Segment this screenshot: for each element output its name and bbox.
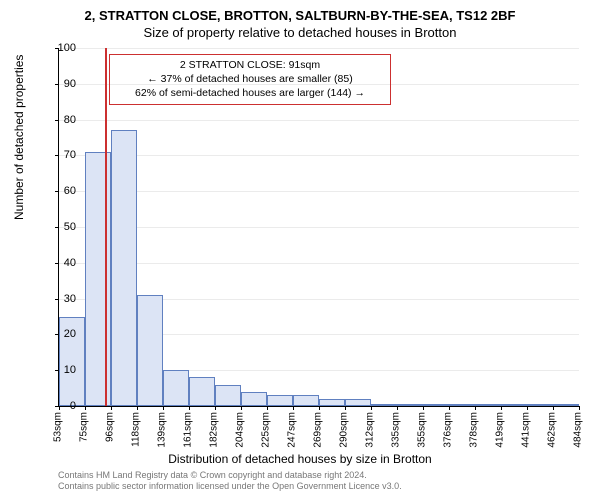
xtick-mark xyxy=(371,406,372,410)
xtick-label: 96sqm xyxy=(105,412,116,442)
histogram-bar xyxy=(215,385,241,406)
marker-vline xyxy=(105,48,107,406)
ytick-label: 10 xyxy=(46,364,76,376)
ytick-label: 60 xyxy=(46,185,76,197)
histogram-bar xyxy=(189,377,215,406)
gridline xyxy=(59,191,579,192)
xtick-mark xyxy=(137,406,138,410)
xtick-label: 335sqm xyxy=(391,412,402,448)
ytick-label: 70 xyxy=(46,149,76,161)
histogram-bar xyxy=(241,392,267,406)
xtick-label: 75sqm xyxy=(79,412,90,442)
y-axis-label: Number of detached properties xyxy=(12,55,26,220)
xtick-label: 462sqm xyxy=(547,412,558,448)
histogram-bar xyxy=(423,404,449,406)
xtick-label: 53sqm xyxy=(53,412,64,442)
xtick-mark xyxy=(163,406,164,410)
xtick-mark xyxy=(345,406,346,410)
xtick-label: 247sqm xyxy=(287,412,298,448)
x-axis-label: Distribution of detached houses by size … xyxy=(0,452,600,466)
gridline xyxy=(59,48,579,49)
xtick-mark xyxy=(319,406,320,410)
ytick-label: 80 xyxy=(46,114,76,126)
ytick-label: 40 xyxy=(46,257,76,269)
annotation-line: ← 37% of detached houses are smaller (85… xyxy=(116,72,384,86)
xtick-label: 484sqm xyxy=(573,412,584,448)
chart-footer: Contains HM Land Registry data © Crown c… xyxy=(58,470,402,493)
footer-line-2: Contains public sector information licen… xyxy=(58,481,402,492)
histogram-bar xyxy=(85,152,111,406)
histogram-bar xyxy=(163,370,189,406)
histogram-bar xyxy=(553,404,579,406)
xtick-label: 225sqm xyxy=(261,412,272,448)
xtick-mark xyxy=(215,406,216,410)
xtick-mark xyxy=(241,406,242,410)
xtick-label: 204sqm xyxy=(235,412,246,448)
chart-plot-area: 2 STRATTON CLOSE: 91sqm← 37% of detached… xyxy=(58,48,579,407)
xtick-mark xyxy=(501,406,502,410)
xtick-label: 161sqm xyxy=(183,412,194,448)
xtick-mark xyxy=(189,406,190,410)
ytick-label: 90 xyxy=(46,78,76,90)
histogram-bar xyxy=(111,130,137,406)
gridline xyxy=(59,227,579,228)
xtick-label: 312sqm xyxy=(365,412,376,448)
xtick-mark xyxy=(475,406,476,410)
histogram-bar xyxy=(319,399,345,406)
xtick-label: 376sqm xyxy=(443,412,454,448)
xtick-label: 378sqm xyxy=(469,412,480,448)
xtick-mark xyxy=(527,406,528,410)
xtick-mark xyxy=(293,406,294,410)
histogram-bar xyxy=(345,399,371,406)
xtick-mark xyxy=(85,406,86,410)
ytick-label: 30 xyxy=(46,293,76,305)
xtick-label: 182sqm xyxy=(209,412,220,448)
xtick-label: 355sqm xyxy=(417,412,428,448)
histogram-bar xyxy=(527,404,553,406)
histogram-bar xyxy=(397,404,423,406)
ytick-label: 0 xyxy=(46,400,76,412)
ytick-label: 100 xyxy=(46,42,76,54)
annotation-line: 62% of semi-detached houses are larger (… xyxy=(116,86,384,100)
xtick-label: 118sqm xyxy=(131,412,142,447)
footer-line-1: Contains HM Land Registry data © Crown c… xyxy=(58,470,402,481)
gridline xyxy=(59,120,579,121)
xtick-label: 441sqm xyxy=(521,412,532,448)
xtick-label: 269sqm xyxy=(313,412,324,448)
xtick-mark xyxy=(267,406,268,410)
annotation-box: 2 STRATTON CLOSE: 91sqm← 37% of detached… xyxy=(109,54,391,105)
xtick-mark xyxy=(423,406,424,410)
chart-title-main: 2, STRATTON CLOSE, BROTTON, SALTBURN-BY-… xyxy=(0,0,600,23)
chart-title-sub: Size of property relative to detached ho… xyxy=(0,23,600,40)
xtick-mark xyxy=(579,406,580,410)
gridline xyxy=(59,263,579,264)
xtick-mark xyxy=(111,406,112,410)
xtick-mark xyxy=(553,406,554,410)
xtick-mark xyxy=(449,406,450,410)
xtick-label: 419sqm xyxy=(495,412,506,448)
histogram-bar xyxy=(293,395,319,406)
histogram-bar xyxy=(501,404,527,406)
gridline xyxy=(59,155,579,156)
ytick-label: 20 xyxy=(46,328,76,340)
histogram-bar xyxy=(475,404,501,406)
histogram-bar xyxy=(267,395,293,406)
annotation-line: 2 STRATTON CLOSE: 91sqm xyxy=(116,58,384,72)
histogram-bar xyxy=(137,295,163,406)
xtick-label: 290sqm xyxy=(339,412,350,448)
histogram-bar xyxy=(371,404,397,406)
histogram-bar xyxy=(449,404,475,406)
xtick-label: 139sqm xyxy=(157,412,168,448)
ytick-label: 50 xyxy=(46,221,76,233)
xtick-mark xyxy=(397,406,398,410)
